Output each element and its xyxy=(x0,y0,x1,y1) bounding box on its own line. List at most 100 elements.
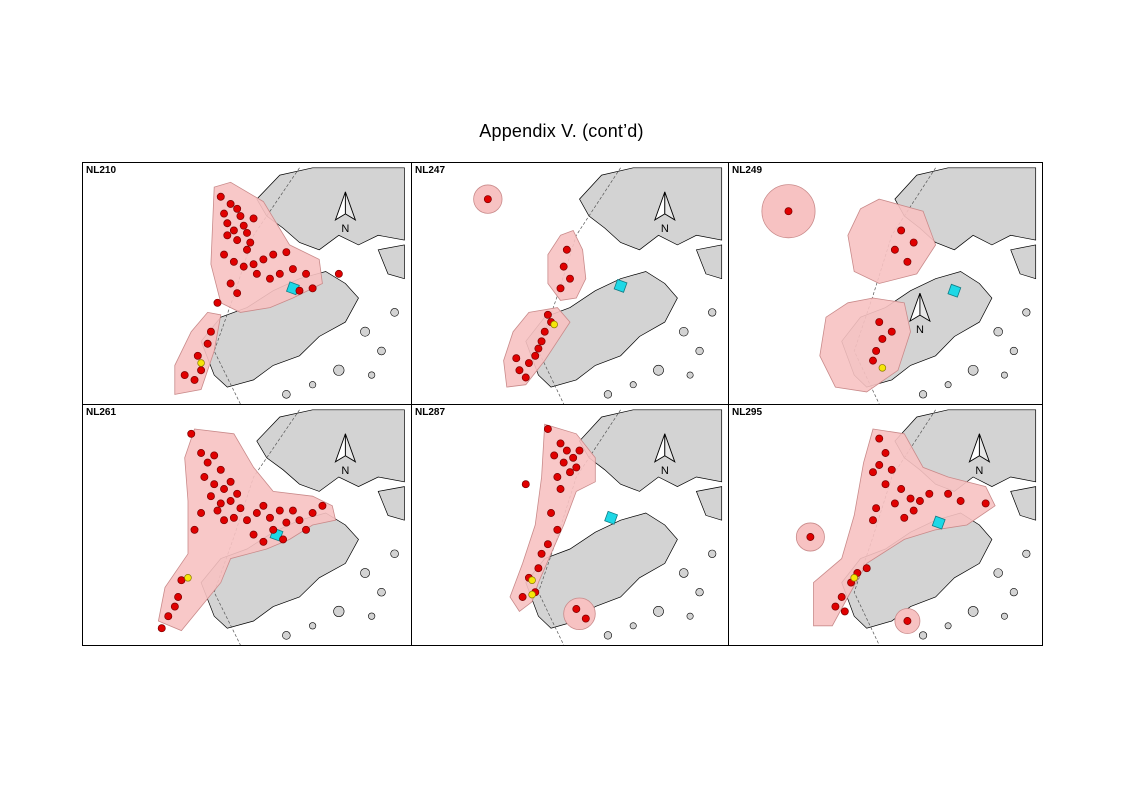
panel-label-nl249: NL249 xyxy=(732,165,763,176)
map-panel-nl261: N NL261 xyxy=(83,405,411,645)
islet xyxy=(686,612,694,620)
boundary-line xyxy=(538,409,621,645)
location-point xyxy=(249,530,258,539)
islet xyxy=(679,568,689,578)
location-point xyxy=(334,269,343,278)
islet xyxy=(629,622,637,630)
location-point xyxy=(197,449,206,457)
home-range-area xyxy=(847,198,937,284)
land-mass xyxy=(256,409,405,492)
location-point xyxy=(537,549,546,558)
islet xyxy=(603,390,613,399)
location-point xyxy=(177,576,186,585)
location-point xyxy=(887,327,896,336)
location-point xyxy=(915,497,924,505)
islet xyxy=(1009,346,1018,356)
map-svg-nl247: N xyxy=(473,167,723,404)
location-point xyxy=(210,451,219,460)
home-range-circle xyxy=(563,597,596,631)
location-point xyxy=(170,602,179,611)
location-point xyxy=(190,375,199,384)
location-point xyxy=(288,265,297,273)
location-point xyxy=(515,366,524,375)
location-point xyxy=(512,354,521,363)
location-point xyxy=(881,480,890,489)
islet xyxy=(603,631,613,640)
location-point xyxy=(243,516,251,525)
location-point xyxy=(840,607,849,616)
release-point xyxy=(878,364,887,372)
map-svg-nl249: N xyxy=(761,167,1037,404)
panel-label-nl295: NL295 xyxy=(732,407,763,418)
location-point xyxy=(216,192,225,201)
location-point xyxy=(875,434,884,443)
islet xyxy=(686,371,694,379)
map-svg-nl210: N xyxy=(174,167,405,404)
location-point xyxy=(831,602,840,611)
location-point xyxy=(575,446,584,455)
location-point xyxy=(562,245,571,254)
location-point xyxy=(197,366,206,375)
north-arrow-right-half xyxy=(978,433,991,463)
location-point xyxy=(872,347,881,355)
location-point xyxy=(906,494,915,503)
location-point xyxy=(249,260,258,269)
north-arrow-label: N xyxy=(661,223,669,235)
islet xyxy=(653,606,664,617)
north-arrow-icon: N xyxy=(909,292,931,336)
location-point xyxy=(226,279,235,288)
north-arrow-right-half xyxy=(664,191,676,221)
location-point xyxy=(875,461,884,469)
location-point xyxy=(981,499,990,508)
location-point xyxy=(308,284,317,293)
land-mass xyxy=(377,244,405,280)
release-point xyxy=(850,574,858,582)
location-point xyxy=(282,248,291,257)
map-svg-nl295: N xyxy=(795,409,1037,645)
islet xyxy=(1022,549,1031,558)
location-point xyxy=(206,492,215,501)
location-point xyxy=(909,506,918,515)
location-point xyxy=(581,614,590,623)
north-arrow-icon: N xyxy=(653,191,676,235)
location-point xyxy=(243,245,251,254)
location-point xyxy=(246,238,255,247)
location-point xyxy=(252,269,261,278)
location-point xyxy=(200,473,209,481)
location-point xyxy=(890,499,899,508)
release-point xyxy=(528,576,536,584)
location-point xyxy=(239,262,248,271)
map-svg-nl287: N xyxy=(509,409,723,645)
location-point xyxy=(308,509,317,517)
location-point xyxy=(223,231,232,240)
home-range-area xyxy=(509,423,596,612)
location-point xyxy=(524,359,533,367)
location-point xyxy=(559,262,568,271)
location-point xyxy=(806,533,815,541)
location-point xyxy=(275,269,284,278)
location-point xyxy=(543,540,552,549)
islet xyxy=(1001,612,1008,620)
location-point xyxy=(559,458,568,467)
location-point xyxy=(302,525,310,534)
location-point xyxy=(518,593,527,601)
location-point xyxy=(521,480,530,489)
boundary-line xyxy=(213,409,300,645)
location-point xyxy=(288,506,297,515)
islet xyxy=(377,587,386,597)
islet xyxy=(919,631,928,640)
land-mass xyxy=(579,167,723,251)
location-point xyxy=(537,337,546,346)
islet xyxy=(333,364,345,376)
location-point xyxy=(547,509,555,517)
location-point xyxy=(784,207,793,216)
islet xyxy=(1009,588,1018,597)
islet xyxy=(695,346,704,356)
location-point xyxy=(174,593,183,601)
location-point xyxy=(569,453,578,462)
location-point xyxy=(903,617,912,625)
north-arrow-icon: N xyxy=(334,433,357,477)
islet xyxy=(967,364,979,376)
location-point xyxy=(956,497,965,505)
map-panel-nl247: N NL247 xyxy=(412,163,728,404)
